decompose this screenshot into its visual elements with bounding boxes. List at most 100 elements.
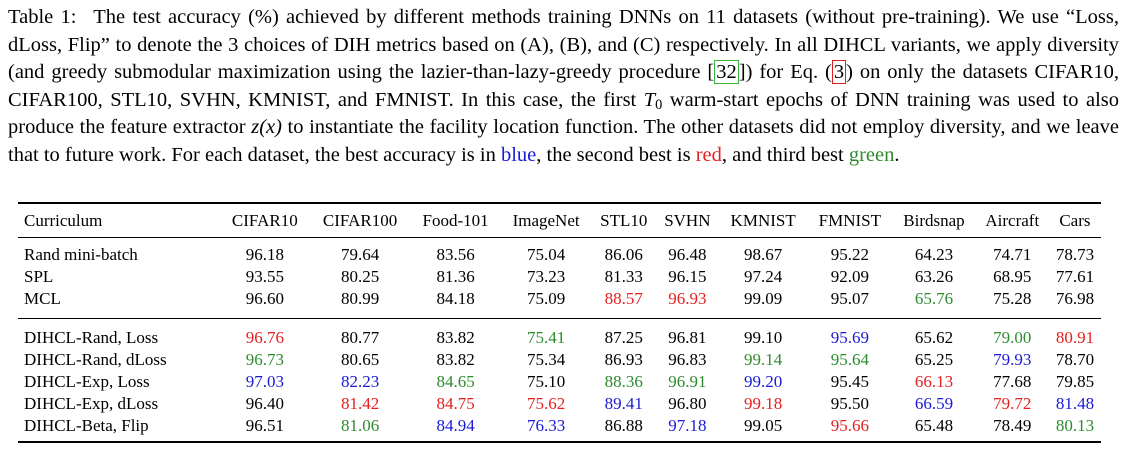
accuracy-cell: 96.18 (245, 245, 284, 264)
accuracy-cell: 63.26 (914, 267, 954, 286)
accuracy-cell: 79.00 (993, 328, 1032, 347)
caption-label: Table 1: (8, 6, 77, 28)
accuracy-cell: 96.60 (245, 289, 284, 308)
accuracy-cell: 99.09 (744, 289, 783, 308)
accuracy-cell: 81.42 (340, 394, 380, 413)
math-subscript: 0 (655, 96, 663, 113)
math-expression: z(x) (251, 116, 282, 139)
accuracy-cell: 75.04 (526, 245, 566, 264)
accuracy-cell: 92.09 (830, 267, 869, 286)
method-name: DIHCL-Exp, Loss (24, 372, 150, 391)
accuracy-cell: 93.55 (245, 267, 284, 286)
caption-text: warm-start epochs of DNN training was us… (8, 88, 1120, 139)
accuracy-cell: 81.48 (1055, 394, 1095, 413)
accuracy-cell: 83.56 (436, 245, 475, 264)
accuracy-cell: 80.91 (1055, 328, 1095, 347)
accuracy-cell: 88.57 (604, 289, 643, 308)
accuracy-cell: 78.49 (993, 416, 1032, 435)
accuracy-cell: 96.80 (668, 394, 707, 413)
accuracy-cell: 78.73 (1055, 245, 1095, 264)
table-row-group: DIHCL-Rand, Loss 96.76 80.77 83.82 75.41 87.2… (18, 318, 1101, 442)
caption-text: ) on only the datasets CIFAR10, CIFAR100… (8, 61, 1119, 111)
table-row: DIHCL-Exp, dLoss 96.40 81.42 84.75 75.62 89.4… (18, 393, 1101, 415)
accuracy-cell: 82.23 (340, 372, 380, 391)
accuracy-cell: 75.28 (993, 289, 1032, 308)
caption-text: , and third best (721, 143, 849, 166)
accuracy-cell: 99.18 (744, 394, 783, 413)
accuracy-cell: 95.07 (830, 289, 869, 308)
accuracy-cell: 89.41 (604, 394, 643, 413)
accuracy-cell: 99.14 (744, 350, 783, 369)
column-header-curriculum: Curriculum (24, 210, 103, 230)
column-header-fmnist: FMNIST (818, 210, 882, 230)
accuracy-cell: 96.93 (668, 289, 707, 308)
accuracy-cell: 75.62 (526, 394, 566, 413)
accuracy-cell: 99.20 (744, 372, 783, 391)
citation-link[interactable]: 32 (714, 60, 739, 85)
accuracy-cell: 86.06 (604, 245, 643, 264)
accuracy-cell: 83.82 (436, 350, 475, 369)
table-row: DIHCL-Rand, Loss 96.76 80.77 83.82 75.41 87.2… (18, 319, 1101, 350)
accuracy-cell: 73.23 (526, 267, 566, 286)
accuracy-cell: 75.10 (526, 372, 566, 391)
accuracy-cell: 98.67 (744, 245, 783, 264)
caption-text: ]) for Eq. ( (738, 61, 832, 84)
accuracy-cell: 68.95 (993, 267, 1032, 286)
accuracy-cell: 95.64 (830, 350, 869, 369)
accuracy-cell: 97.24 (744, 267, 783, 286)
column-header-imagenet: ImageNet (512, 210, 580, 230)
accuracy-cell: 96.40 (245, 394, 284, 413)
accuracy-cell: 81.06 (340, 416, 380, 435)
header-row: Curriculum CIFAR10 CIFAR100 Food-101 ImageNe… (18, 203, 1101, 238)
column-header-aircraft: Aircraft (985, 210, 1040, 230)
legend-word-blue: blue (500, 143, 537, 166)
method-name: DIHCL-Rand, Loss (24, 328, 159, 347)
accuracy-cell: 75.09 (526, 289, 566, 308)
table-row: MCL 96.60 80.99 84.18 75.09 88.57 96.93 99.09 95… (18, 288, 1101, 319)
accuracy-cell: 97.03 (245, 372, 284, 391)
table-header: Curriculum CIFAR10 CIFAR100 Food-101 ImageNe… (18, 203, 1101, 238)
table-row: DIHCL-Beta, Flip 96.51 81.06 84.94 76.33 86.8… (18, 415, 1101, 442)
accuracy-cell: 77.68 (993, 372, 1032, 391)
accuracy-cell: 84.94 (436, 416, 475, 435)
accuracy-cell: 95.22 (830, 245, 869, 264)
accuracy-cell: 96.51 (245, 416, 284, 435)
column-header-cars: Cars (1059, 210, 1091, 230)
accuracy-cell: 77.61 (1055, 267, 1095, 286)
accuracy-cell: 75.34 (526, 350, 566, 369)
accuracy-cell: 96.15 (668, 267, 707, 286)
accuracy-cell: 80.13 (1055, 416, 1095, 435)
accuracy-cell: 99.05 (744, 416, 783, 435)
method-name: Rand mini-batch (24, 245, 138, 264)
accuracy-cell: 66.59 (914, 394, 954, 413)
accuracy-cell: 65.62 (914, 328, 954, 347)
accuracy-cell: 80.25 (340, 267, 380, 286)
table-row: DIHCL-Rand, dLoss 96.73 80.65 83.82 75.34 86.… (18, 349, 1101, 371)
accuracy-cell: 96.48 (668, 245, 707, 264)
accuracy-cell: 84.75 (436, 394, 475, 413)
accuracy-cell: 96.83 (668, 350, 707, 369)
accuracy-cell: 75.41 (526, 328, 566, 347)
table-row: Rand mini-batch 96.18 79.64 83.56 75.04 86.06… (18, 238, 1101, 267)
accuracy-cell: 96.76 (245, 328, 284, 347)
column-header-birdsnap: Birdsnap (903, 210, 965, 230)
table-caption: Table 1: The test accuracy (%) achieved … (8, 4, 1119, 170)
legend-word-green: green (848, 143, 895, 166)
accuracy-cell: 95.45 (830, 372, 869, 391)
results-table: Curriculum CIFAR10 CIFAR100 Food-101 ImageNe… (18, 202, 1101, 443)
accuracy-cell: 96.73 (245, 350, 284, 369)
accuracy-cell: 79.72 (993, 394, 1032, 413)
accuracy-cell: 79.85 (1055, 372, 1095, 391)
equation-link[interactable]: 3 (831, 60, 847, 85)
accuracy-cell: 76.98 (1055, 289, 1095, 308)
accuracy-cell: 97.18 (668, 416, 707, 435)
accuracy-cell: 87.25 (604, 328, 643, 347)
accuracy-cell: 80.65 (340, 350, 380, 369)
accuracy-cell: 81.33 (604, 267, 643, 286)
caption-text: , the second best is (536, 143, 696, 166)
accuracy-cell: 84.18 (436, 289, 475, 308)
method-name: DIHCL-Rand, dLoss (24, 350, 167, 369)
accuracy-cell: 79.93 (993, 350, 1032, 369)
accuracy-cell: 80.77 (340, 328, 380, 347)
math-symbol: T (643, 88, 656, 111)
